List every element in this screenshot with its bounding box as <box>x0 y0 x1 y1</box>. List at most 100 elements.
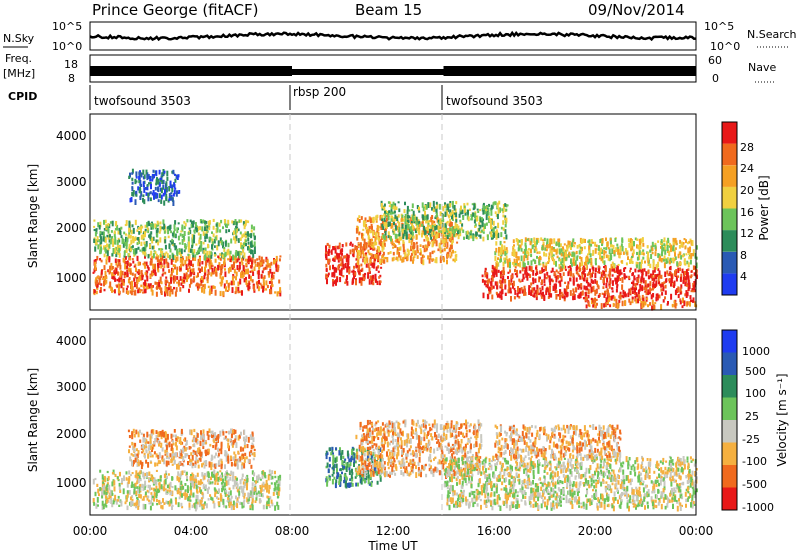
heatmap-cell <box>250 229 253 233</box>
heatmap-cell <box>250 260 253 265</box>
heatmap-cell <box>563 243 566 246</box>
heatmap-cell <box>224 251 227 258</box>
heatmap-cell <box>431 226 434 230</box>
heatmap-cell <box>517 289 520 295</box>
heatmap-cell <box>582 267 584 271</box>
heatmap-cell <box>181 441 184 445</box>
heatmap-cell <box>136 476 139 481</box>
heatmap-cell <box>341 244 344 248</box>
heatmap-cell <box>200 434 203 440</box>
heatmap-cell <box>682 279 685 284</box>
heatmap-cell <box>610 295 613 301</box>
heatmap-cell <box>243 456 246 463</box>
heatmap-cell <box>183 280 185 283</box>
heatmap-cell <box>422 245 425 248</box>
heatmap-cell <box>188 227 191 230</box>
heatmap-cell <box>162 179 165 184</box>
heatmap-cell <box>149 439 152 444</box>
heatmap-cell <box>548 255 551 258</box>
heatmap-cell <box>244 222 247 226</box>
heatmap-cell <box>267 271 270 276</box>
heatmap-cell <box>237 287 240 292</box>
heatmap-cell <box>261 495 264 498</box>
heatmap-cell <box>142 436 145 443</box>
heatmap-cell <box>248 282 251 286</box>
heatmap-cell <box>118 259 121 263</box>
heatmap-cell <box>112 248 115 254</box>
heatmap-cell <box>273 482 276 486</box>
heatmap-cell <box>389 251 392 254</box>
heatmap-cell <box>556 243 559 246</box>
heatmap-cell <box>214 489 217 495</box>
heatmap-cell <box>551 279 554 283</box>
heatmap-cell <box>398 208 401 213</box>
heatmap-cell <box>449 231 452 238</box>
heatmap-cell <box>605 282 608 289</box>
heatmap-cell <box>200 489 203 494</box>
heatmap-cell <box>241 261 244 266</box>
heatmap-cell <box>179 276 182 281</box>
heatmap-cell <box>660 283 663 288</box>
heatmap-cell <box>175 245 178 251</box>
heatmap-cell <box>182 456 185 462</box>
heatmap-cell <box>152 487 155 492</box>
heatmap-cell <box>524 292 527 296</box>
heatmap-cell <box>147 174 150 179</box>
heatmap-cell <box>340 262 343 267</box>
heatmap-cell <box>191 455 194 461</box>
heatmap-cell <box>589 272 592 279</box>
heatmap-cell <box>383 203 386 207</box>
heatmap-cell <box>95 229 98 234</box>
heatmap-cell <box>528 292 531 295</box>
heatmap-cell <box>124 271 127 276</box>
heatmap-cell <box>482 236 485 242</box>
heatmap-cell <box>651 278 654 281</box>
heatmap-cell <box>381 255 384 259</box>
heatmap-cell <box>569 267 572 272</box>
heatmap-cell <box>377 265 380 269</box>
heatmap-cell <box>95 503 98 509</box>
heatmap-cell <box>105 227 108 230</box>
heatmap-cell <box>197 267 200 271</box>
heatmap-cell <box>194 450 197 455</box>
heatmap-cell <box>206 225 209 229</box>
heatmap-cell <box>179 257 182 263</box>
heatmap-cell <box>606 277 609 283</box>
heatmap-cell <box>197 464 200 469</box>
heatmap-cell <box>647 283 650 287</box>
heatmap-cell <box>245 279 248 285</box>
heatmap-cell <box>248 274 251 279</box>
heatmap-cell <box>632 280 635 286</box>
heatmap-cell <box>203 460 206 463</box>
heatmap-cell <box>176 463 178 470</box>
heatmap-cell <box>382 245 385 250</box>
heatmap-cell <box>232 220 235 226</box>
heatmap-cell <box>530 248 532 254</box>
heatmap-cell <box>144 480 147 487</box>
heatmap-cell <box>227 219 230 225</box>
heatmap-cell <box>367 249 370 254</box>
heatmap-cell <box>113 232 116 238</box>
heatmap-cell <box>662 299 665 303</box>
heatmap-cell <box>403 209 406 214</box>
heatmap-cell <box>159 261 162 265</box>
heatmap-cell <box>209 259 212 266</box>
heatmap-cell <box>327 250 330 256</box>
heatmap-cell <box>128 220 131 227</box>
heatmap-cell <box>103 280 105 287</box>
heatmap-cell <box>478 222 481 225</box>
heatmap-cell <box>631 286 634 291</box>
heatmap-cell <box>191 237 194 243</box>
heatmap-cell <box>108 269 111 272</box>
heatmap-cell <box>621 239 624 243</box>
heatmap-cell <box>607 289 609 295</box>
heatmap-cell <box>375 253 378 260</box>
heatmap-cell <box>430 227 433 233</box>
heatmap-cell <box>225 494 228 497</box>
heatmap-cell <box>579 246 582 249</box>
heatmap-cell <box>551 246 554 251</box>
heatmap-cell <box>509 282 512 286</box>
heatmap-cell <box>277 487 280 492</box>
heatmap-cell <box>663 237 666 243</box>
heatmap-cell <box>149 484 151 491</box>
